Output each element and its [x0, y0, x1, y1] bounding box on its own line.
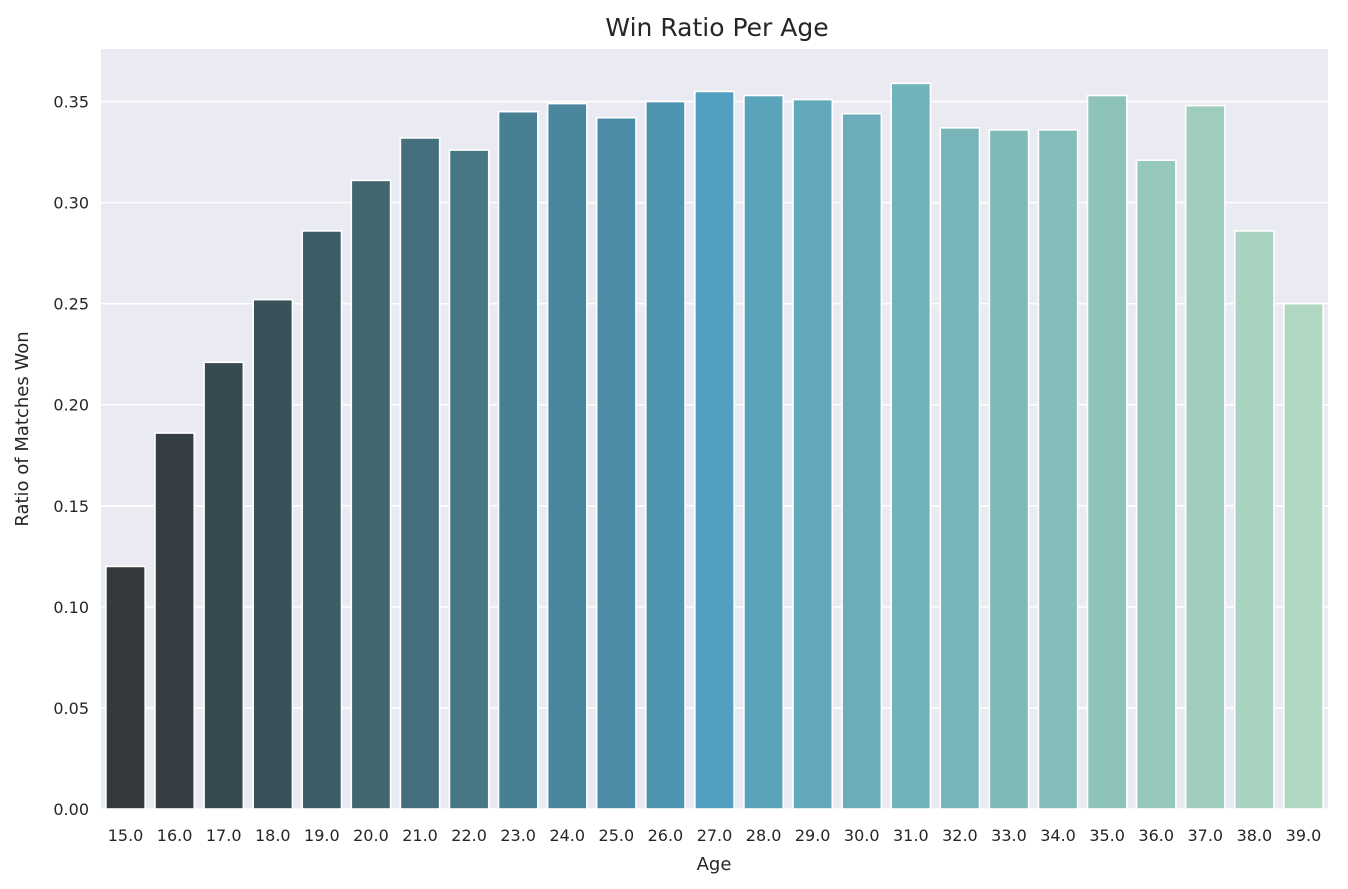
x-tick-label: 23.0	[500, 826, 536, 845]
x-tick-label: 32.0	[942, 826, 978, 845]
y-tick-label: 0.05	[53, 699, 89, 718]
bars	[105, 82, 1324, 810]
y-tick-label: 0.30	[53, 194, 89, 213]
bar-32.0	[939, 127, 981, 810]
y-tick-label: 0.00	[53, 800, 89, 819]
x-tick-label: 26.0	[648, 826, 684, 845]
bar-28.0	[743, 94, 785, 810]
x-tick-label: 15.0	[108, 826, 144, 845]
bar-30.0	[841, 112, 883, 810]
y-axis-label: Ratio of Matches Won	[12, 331, 33, 526]
x-tick-label: 20.0	[353, 826, 389, 845]
bar-35.0	[1086, 94, 1128, 810]
x-tick-label: 37.0	[1187, 826, 1223, 845]
bar-18.0	[252, 298, 294, 810]
y-tick-label: 0.20	[53, 396, 89, 415]
bar-36.0	[1135, 159, 1177, 810]
x-tick-label: 31.0	[893, 826, 929, 845]
x-tick-label: 28.0	[746, 826, 782, 845]
x-tick-label: 27.0	[697, 826, 733, 845]
x-axis-label: Age	[697, 854, 732, 875]
bar-31.0	[890, 82, 932, 810]
bar-25.0	[595, 116, 637, 810]
x-tick-label: 33.0	[991, 826, 1027, 845]
y-tick-label: 0.35	[53, 93, 89, 112]
chart-title: Win Ratio Per Age	[605, 13, 828, 42]
bar-26.0	[644, 100, 686, 810]
x-tick-label: 30.0	[844, 826, 880, 845]
x-tick-label: 35.0	[1089, 826, 1125, 845]
x-tick-label: 39.0	[1286, 826, 1322, 845]
bar-27.0	[694, 90, 735, 810]
bar-21.0	[399, 137, 441, 810]
x-tick-label: 18.0	[255, 826, 291, 845]
x-tick-label: 29.0	[795, 826, 831, 845]
x-tick-label: 22.0	[451, 826, 487, 845]
x-tick-label: 19.0	[304, 826, 340, 845]
x-tick-label: 17.0	[206, 826, 242, 845]
y-tick-labels: 0.00 0.05 0.10 0.15 0.20 0.25 0.30 0.35	[53, 93, 89, 819]
bar-16.0	[154, 432, 196, 810]
x-tick-label: 38.0	[1237, 826, 1273, 845]
bar-24.0	[546, 102, 588, 810]
y-tick-label: 0.10	[53, 598, 89, 617]
bar-38.0	[1233, 230, 1275, 810]
x-tick-labels: 15.0 16.0 17.0 18.0 19.0 20.0 21.0 22.0 23.0 24.0…	[108, 826, 1322, 845]
bar-17.0	[203, 361, 245, 810]
bar-23.0	[497, 110, 539, 810]
y-tick-label: 0.15	[53, 497, 89, 516]
x-tick-label: 21.0	[402, 826, 438, 845]
x-tick-label: 16.0	[157, 826, 193, 845]
bar-33.0	[988, 129, 1030, 810]
bar-37.0	[1184, 104, 1226, 810]
bar-29.0	[792, 98, 834, 810]
bar-22.0	[448, 149, 490, 810]
bar-15.0	[105, 565, 146, 810]
bar-34.0	[1037, 129, 1079, 810]
x-tick-label: 24.0	[549, 826, 585, 845]
x-tick-label: 36.0	[1138, 826, 1174, 845]
bar-20.0	[350, 179, 392, 810]
bar-19.0	[301, 230, 343, 810]
y-tick-label: 0.25	[53, 295, 89, 314]
x-tick-label: 25.0	[599, 826, 635, 845]
bar-39.0	[1283, 302, 1324, 810]
x-tick-label: 34.0	[1040, 826, 1076, 845]
